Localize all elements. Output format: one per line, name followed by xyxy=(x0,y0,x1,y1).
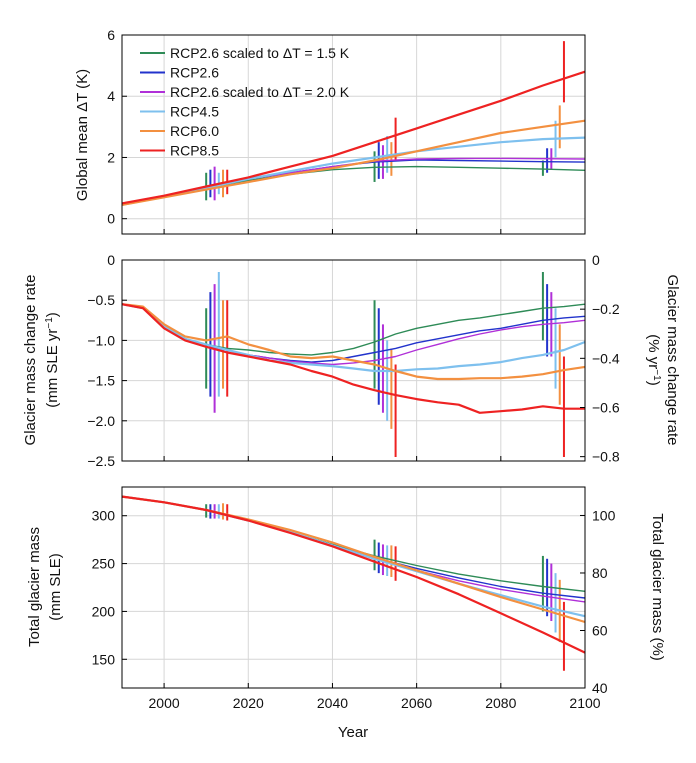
panel-mass-change-rate: −2.5 −2.0 −1.5 −1.0 −0.5 0 −0.8 −0.6 −0.4 −0.2 0 G… xyxy=(22,252,681,469)
panel-temperature: 0 2 4 6 Global mean ΔT (K) RCP2.6 scaled to… xyxy=(74,27,586,235)
legend-label-rcp8-5: RCP8.5 xyxy=(170,143,219,159)
panel-2-y-label-left-unit: (mm SLE yr−1) xyxy=(44,312,61,408)
y-right-tick-label: −0.4 xyxy=(592,350,620,366)
panel-1-ticks: 0 2 4 6 xyxy=(107,27,586,234)
y-tick-label: 2 xyxy=(107,149,115,165)
y-right-tick-label: 80 xyxy=(592,565,608,581)
y-tick-label: −1.0 xyxy=(87,332,115,348)
y-right-tick-label: −0.8 xyxy=(592,449,620,465)
panel-1-frame xyxy=(121,34,586,235)
y-tick-label: 250 xyxy=(92,556,116,572)
panel-1-y-label: Global mean ΔT (K) xyxy=(74,69,91,201)
series-line-rcp4-5 xyxy=(121,303,586,373)
y-tick-label: 0 xyxy=(107,211,115,227)
series-line-rcp8-5 xyxy=(121,495,586,654)
x-axis-label: Year xyxy=(338,724,368,741)
panel-3-grid xyxy=(122,487,586,688)
y-tick-label: −1.5 xyxy=(87,373,115,389)
x-tick-label: 2080 xyxy=(485,695,516,711)
y-right-tick-label: 40 xyxy=(592,680,608,696)
panel-2-frame xyxy=(121,259,586,462)
legend-label-rcp2-6-scaled-to-t-1-5-k: RCP2.6 scaled to ΔT = 1.5 K xyxy=(170,45,350,61)
series-line-rcp2-6 xyxy=(121,159,586,205)
x-tick-label: 2100 xyxy=(569,695,600,711)
panel-2-y-label-right: Glacier mass change rate xyxy=(664,275,681,446)
x-tick-label: 2040 xyxy=(317,695,348,711)
y-tick-label: 0 xyxy=(107,252,115,268)
y-right-tick-label: 60 xyxy=(592,622,608,638)
panel-3-range-bars xyxy=(205,503,565,671)
panel-2-y-label-left: Glacier mass change rate xyxy=(22,275,39,446)
legend: RCP2.6 scaled to ΔT = 1.5 K RCP2.6 RCP2.6 … xyxy=(140,45,350,159)
panel-3-y-label-left-unit: (mm SLE) xyxy=(47,553,64,621)
x-tick-label: 2000 xyxy=(149,695,180,711)
legend-label-rcp4-5: RCP4.5 xyxy=(170,104,219,120)
panel-total-mass: 150 200 250 300 40 60 80 100 2000 2020 2040 2060 208… xyxy=(26,486,666,741)
y-tick-label: −2.0 xyxy=(87,413,115,429)
series-line-rcp4-5 xyxy=(121,136,586,206)
series-line-rcp6-0 xyxy=(121,119,586,206)
y-right-tick-label: −0.6 xyxy=(592,399,620,415)
y-tick-label: 150 xyxy=(92,651,116,667)
x-tick-label: 2020 xyxy=(233,695,264,711)
series-line-rcp8-5 xyxy=(121,70,586,205)
series-line-rcp2-6-scaled-to-t-1-5-k xyxy=(121,495,586,592)
series-line-rcp4-5 xyxy=(121,495,586,618)
panel-1-series xyxy=(121,70,586,206)
legend-label-rcp2-6: RCP2.6 xyxy=(170,65,219,81)
y-right-tick-label: −0.2 xyxy=(592,301,620,317)
y-right-tick-label: 0 xyxy=(592,252,600,268)
panel-3-ticks: 150 200 250 300 40 60 80 100 2000 2020 2040 2060 208… xyxy=(92,507,616,711)
panel-2-ticks: −2.5 −2.0 −1.5 −1.0 −0.5 0 −0.8 −0.6 −0.4 −0.2 0 xyxy=(87,252,619,469)
y-right-tick-label: 100 xyxy=(592,507,616,523)
legend-label-rcp6-0: RCP6.0 xyxy=(170,123,219,139)
y-tick-label: 6 xyxy=(107,27,115,43)
series-line-rcp6-0 xyxy=(121,303,586,381)
series-line-rcp2-6-scaled-to-t-1-5-k xyxy=(121,303,586,356)
y-tick-label: 300 xyxy=(92,508,116,524)
y-tick-label: 4 xyxy=(107,88,115,104)
y-tick-label: 200 xyxy=(92,603,116,619)
series-line-rcp8-5 xyxy=(121,303,585,414)
panel-2-series xyxy=(121,303,586,414)
panel-3-y-label-right: Total glacier mass (%) xyxy=(649,513,666,661)
panel-2-y-label-right-unit: (% yr−1) xyxy=(645,334,662,385)
series-line-rcp2-6-scaled-to-t-2-0-k xyxy=(121,303,586,366)
y-tick-label: −0.5 xyxy=(87,292,115,308)
panel-3-y-label-left: Total glacier mass xyxy=(26,527,43,647)
legend-label-rcp2-6-scaled-to-t-2-0-k: RCP2.6 scaled to ΔT = 2.0 K xyxy=(170,84,350,100)
y-tick-label: −2.5 xyxy=(87,453,115,469)
x-tick-label: 2060 xyxy=(401,695,432,711)
series-line-rcp2-6-scaled-to-t-1-5-k xyxy=(121,165,586,205)
panel-3-frame xyxy=(121,486,586,689)
panel-3-series xyxy=(121,495,586,654)
